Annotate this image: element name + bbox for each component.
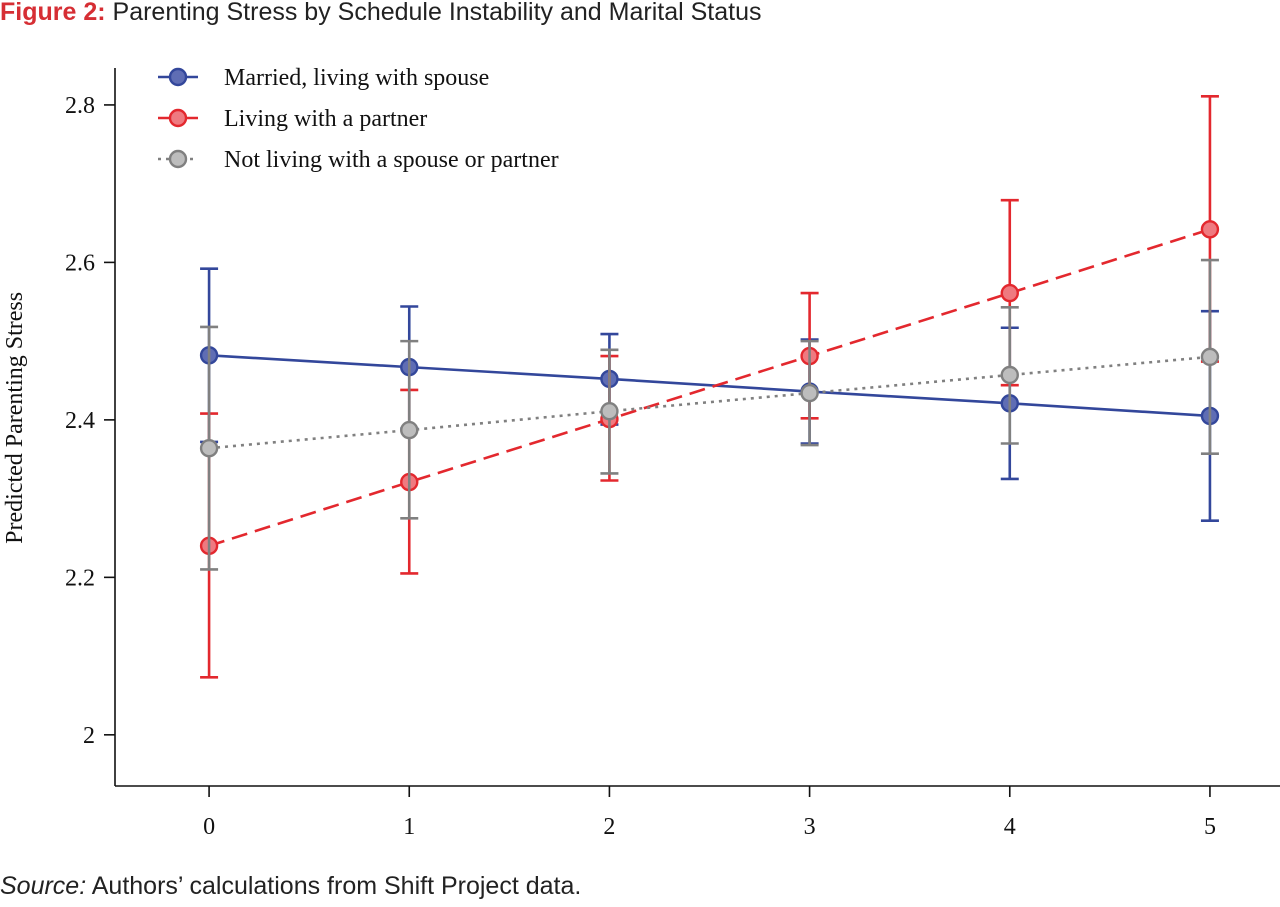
- legend-label: Not living with a spouse or partner: [224, 147, 559, 173]
- data-point: [800, 383, 819, 403]
- x-tick-label: 0: [203, 814, 215, 840]
- data-point: [199, 439, 219, 458]
- figure-title: Figure 2: Parenting Stress by Schedule I…: [0, 0, 761, 27]
- chart: 2 2.2 2.4 2.6 2.8 0 1 2 3 4 5 Predicted Parenting S…: [2, 65, 1280, 840]
- legend-marker: [168, 108, 188, 128]
- series-line: [208, 355, 1211, 450]
- y-tick-label: 2.2: [65, 565, 95, 591]
- series-line: [209, 354, 1211, 418]
- legend-label: Married, living with spouse: [224, 65, 489, 91]
- x-tick-label: 3: [804, 814, 816, 840]
- figure-label: Figure 2:: [0, 0, 106, 26]
- axes: 2 2.2 2.4 2.6 2.8 0 1 2 3 4 5 Predicted Parenting S…: [2, 68, 1280, 840]
- y-tick-label: 2: [83, 723, 95, 749]
- series-married-living-with-spouse: [199, 267, 1220, 522]
- legend-entry: Married, living with spouse: [158, 65, 489, 91]
- x-tick-label: 4: [1004, 814, 1016, 840]
- figure-title-text: Parenting Stress by Schedule Instability…: [112, 0, 762, 26]
- y-tick-label: 2.6: [65, 250, 95, 276]
- legend-marker: [168, 67, 188, 87]
- data-point: [1200, 347, 1220, 367]
- source-note: Source: Authors’ calculations from Shift…: [0, 872, 581, 901]
- series-line: [208, 228, 1211, 548]
- legend-entry: Living with a partner: [158, 106, 427, 132]
- legend: Married, living with spouse Living with a…: [158, 65, 559, 173]
- data-point: [1000, 365, 1019, 385]
- data-point: [400, 420, 419, 440]
- legend-marker: [168, 149, 188, 169]
- series-not-living-with-a-spouse-or-partner: [199, 258, 1220, 571]
- x-tick-label: 5: [1204, 814, 1216, 840]
- data-point: [600, 402, 619, 421]
- legend-entry: Not living with a spouse or partner: [158, 147, 559, 173]
- legend-label: Living with a partner: [224, 106, 427, 132]
- source-label: Source:: [0, 872, 87, 900]
- y-tick-label: 2.4: [65, 408, 95, 434]
- y-axis-label: Predicted Parenting Stress: [2, 292, 28, 544]
- data-point: [1000, 283, 1019, 303]
- x-tick-label: 2: [603, 814, 615, 840]
- data-point: [1200, 220, 1220, 239]
- x-tick-label: 1: [403, 814, 415, 840]
- source-text: Authors’ calculations from Shift Project…: [91, 872, 582, 900]
- y-tick-label: 2.8: [65, 93, 95, 119]
- series-layer: [199, 94, 1220, 679]
- series-living-with-a-partner: [199, 94, 1220, 679]
